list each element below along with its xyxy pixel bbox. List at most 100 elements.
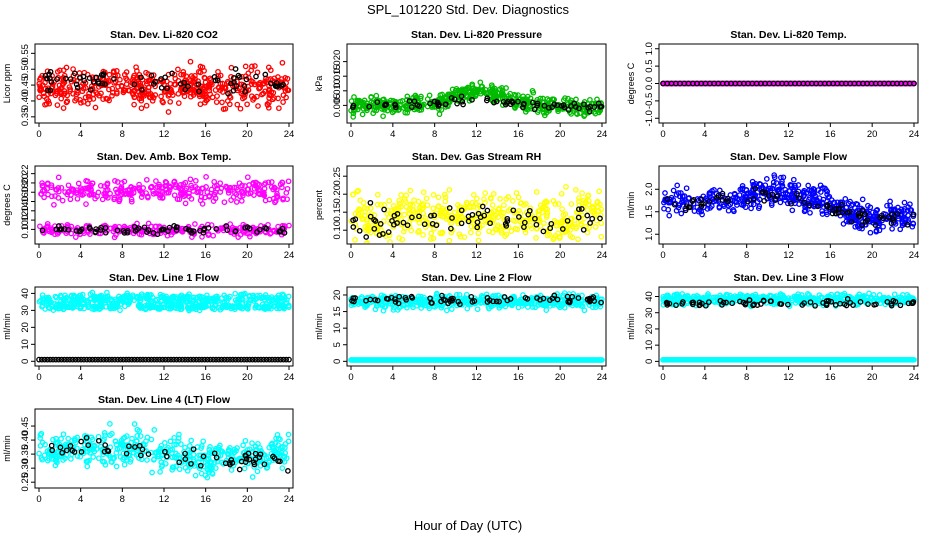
data-point [471,223,478,230]
panel-title: Stan. Dev. Line 1 Flow [109,272,220,284]
data-point [122,87,129,94]
data-point [598,100,604,107]
data-point [792,185,799,191]
data-point [283,356,290,363]
data-point [569,302,576,309]
data-point [575,295,582,301]
panel-points [660,80,917,87]
data-point [463,295,470,302]
data-point [120,356,127,363]
data-point [206,81,213,88]
data-point [474,306,481,313]
y-tick-label: 10 [20,339,31,350]
data-point [490,298,496,305]
data-point [533,189,540,195]
data-point [252,296,259,303]
data-point [56,301,62,308]
data-point [268,80,274,87]
data-point [368,229,374,236]
data-point [727,192,734,198]
y-tick-label: 0.12 [20,211,31,230]
data-point [167,98,174,105]
data-point [158,93,164,100]
data-point [89,305,95,312]
data-point [382,102,388,109]
data-point [211,306,218,313]
data-point [88,182,94,189]
data-point [350,217,356,224]
y-tick-label: 0.20 [20,174,31,193]
data-point [85,301,92,308]
data-point [157,291,164,298]
data-point [195,68,202,75]
data-point [219,225,226,232]
data-point [81,191,87,197]
data-point [474,224,481,231]
data-point [213,99,220,105]
data-point [359,111,366,118]
data-point [78,356,84,363]
data-point [102,81,108,87]
y-tick-label: 20 [332,290,343,301]
data-point [95,356,101,363]
data-point [854,207,861,214]
data-point [72,356,79,363]
data-point [143,102,150,109]
data-point [482,190,489,196]
data-point [880,223,886,230]
data-point [159,356,166,363]
data-point [36,94,43,101]
data-point [162,356,169,363]
data-point [212,87,219,93]
data-point [565,106,572,113]
data-point [208,186,215,193]
data-point [232,306,238,313]
x-tick-label: 8 [120,250,125,261]
data-point [573,187,579,193]
data-point [175,100,182,106]
data-point [59,197,66,204]
data-point [875,222,882,229]
data-point [725,207,732,214]
data-point [547,225,554,232]
data-point [761,197,768,204]
data-point [138,194,145,200]
data-point [186,190,192,197]
data-point [547,300,553,306]
data-point [835,206,842,212]
data-point [458,93,465,100]
data-point [153,178,159,184]
data-point [479,203,486,210]
data-point [221,199,228,206]
data-point [468,223,475,230]
data-point [169,70,175,77]
data-point [771,174,778,181]
data-point [840,221,847,227]
data-point [400,228,407,235]
data-point [89,356,96,363]
data-point [442,194,449,201]
data-point [48,184,55,191]
data-point [899,220,906,227]
data-point [47,356,54,363]
data-point [145,194,151,201]
data-point [416,210,423,216]
data-point [182,86,189,93]
data-point [222,105,229,112]
data-point [682,207,689,214]
data-point [236,180,243,187]
x-tick-label: 12 [783,250,794,261]
data-point [173,356,180,363]
x-tick-label: 0 [36,129,41,140]
data-point [789,194,796,200]
data-point [234,186,241,193]
data-point [662,190,668,196]
data-point [256,226,263,233]
data-point [367,199,374,206]
data-point [495,206,502,213]
data-point [100,356,107,363]
data-point [144,229,150,235]
data-point [698,203,705,210]
data-point [208,222,215,228]
data-point [839,209,846,216]
